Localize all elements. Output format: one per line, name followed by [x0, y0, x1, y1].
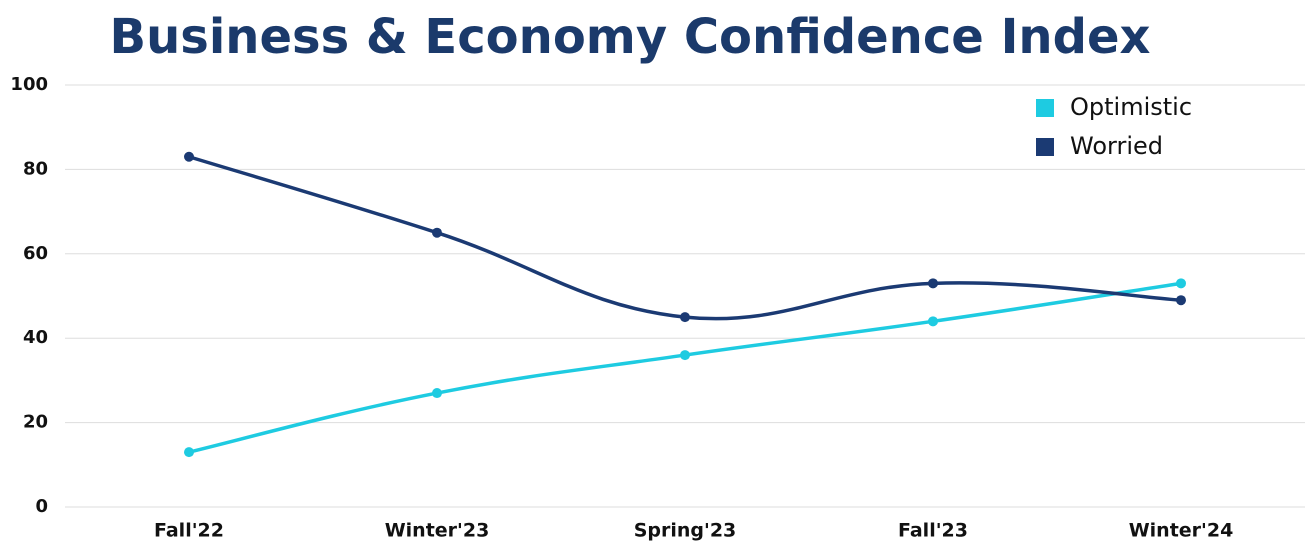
y-tick-label: 40 — [23, 327, 48, 348]
series-line — [188, 281, 1182, 454]
point — [680, 312, 690, 323]
point — [928, 278, 938, 289]
x-tick-label: Winter'24 — [1129, 520, 1234, 542]
legend-swatch — [1036, 138, 1054, 156]
y-tick-label: 80 — [23, 158, 48, 179]
point — [1176, 278, 1186, 289]
x-tick-label: Winter'23 — [385, 520, 490, 542]
chart-title: Business & Economy Confidence Index — [110, 9, 1151, 65]
y-tick-label: 0 — [35, 496, 48, 517]
x-tick-label: Spring'23 — [634, 520, 737, 542]
point — [432, 388, 442, 399]
x-tick-label: Fall'22 — [154, 520, 224, 542]
point — [928, 316, 938, 327]
series-line — [188, 155, 1182, 321]
point — [184, 151, 194, 162]
point — [432, 227, 442, 238]
point — [1176, 295, 1186, 306]
legend-label: Worried — [1070, 132, 1163, 160]
legend-swatch — [1036, 99, 1054, 117]
point — [184, 447, 194, 458]
legend-label: Optimistic — [1070, 93, 1192, 121]
y-tick-label: 20 — [23, 412, 48, 433]
point — [680, 350, 690, 361]
y-tick-label: 60 — [23, 243, 48, 264]
x-tick-label: Fall'23 — [898, 520, 968, 542]
y-tick-label: 100 — [10, 74, 48, 95]
